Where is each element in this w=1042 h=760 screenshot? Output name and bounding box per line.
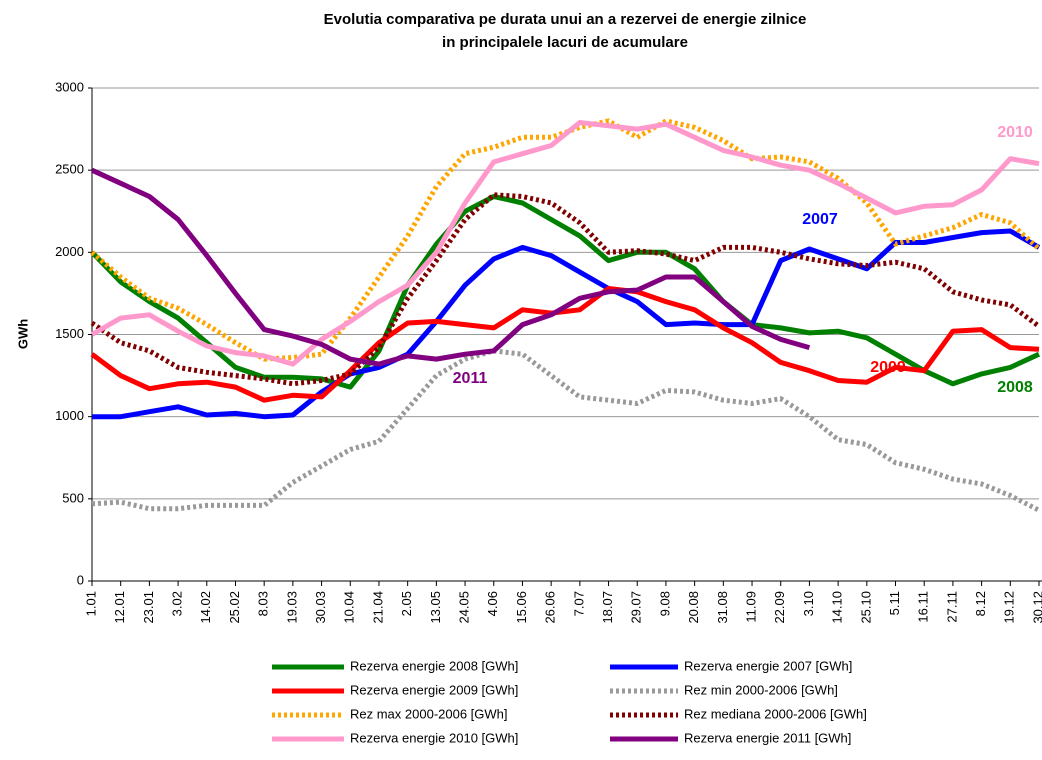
x-tick-label: 30.03 [313, 591, 328, 624]
annotation: 2011 [453, 370, 488, 387]
legend-label: Rez max 2000-2006 [GWh] [350, 706, 508, 721]
y-tick-label: 500 [62, 490, 84, 505]
x-tick-label: 23.01 [141, 591, 156, 624]
x-tick-label: 7.07 [571, 591, 586, 616]
x-tick-label: 8.12 [973, 591, 988, 616]
x-tick-label: 14.10 [830, 591, 845, 624]
series-line [90, 286, 1040, 403]
x-tick-label: 8.03 [256, 591, 271, 616]
x-tick-label: 21.04 [370, 591, 385, 624]
series-line [92, 228, 1041, 420]
y-tick-label: 2500 [55, 162, 84, 177]
x-tick-label: 18.07 [600, 591, 615, 624]
series-line [90, 167, 811, 367]
x-tick-label: 3.10 [801, 591, 816, 616]
legend-label: Rezerva energie 2010 [GWh] [350, 730, 518, 745]
annotation: 2010 [997, 124, 1033, 141]
chart-title: Evolutia comparativa pe durata unui an a… [324, 11, 807, 28]
x-tick-label: 16.11 [916, 591, 931, 623]
x-tick-label: 11.09 [743, 591, 758, 623]
x-tick-label: 25.10 [858, 591, 873, 624]
series-line [90, 192, 1041, 387]
x-tick-label: 24.05 [456, 591, 471, 624]
legend-label: Rezerva energie 2009 [GWh] [350, 682, 518, 697]
annotation: 2008 [997, 379, 1033, 396]
x-tick-label: 10.04 [342, 591, 357, 624]
x-tick-label: 1.01 [83, 591, 98, 616]
x-tick-label: 15.06 [514, 591, 529, 624]
legend-label: Rezerva energie 2007 [GWh] [684, 658, 852, 673]
y-tick-label: 1000 [55, 408, 84, 423]
y-tick-label: 3000 [55, 79, 84, 94]
x-tick-label: 27.11 [944, 591, 959, 623]
annotation: 2009 [870, 359, 906, 376]
series-line [90, 120, 1040, 367]
y-axis-label: GWh [15, 319, 30, 349]
x-tick-label: 13.05 [428, 591, 443, 624]
x-tick-label: 19.12 [1002, 591, 1017, 624]
series-line [90, 194, 1041, 390]
y-tick-label: 0 [77, 572, 84, 587]
x-tick-label: 3.02 [170, 591, 185, 616]
x-tick-label: 30.12 [1030, 591, 1042, 624]
x-tick-label: 26.06 [543, 591, 558, 624]
series-line [91, 348, 1041, 513]
x-tick-label: 20.08 [686, 591, 701, 624]
legend-label: Rez mediana 2000-2006 [GWh] [684, 706, 867, 721]
x-tick-label: 2.05 [399, 591, 414, 616]
x-tick-label: 25.02 [227, 591, 242, 624]
annotation: 2007 [802, 211, 838, 228]
x-tick-label: 31.08 [715, 591, 730, 624]
y-tick-label: 2000 [55, 244, 84, 259]
x-tick-label: 22.09 [772, 591, 787, 624]
legend-label: Rezerva energie 2008 [GWh] [350, 658, 518, 673]
chart-subtitle: in principalele lacuri de acumulare [442, 34, 688, 51]
x-tick-label: 5.11 [887, 591, 902, 615]
x-tick-label: 9.08 [657, 591, 672, 616]
x-tick-label: 29.07 [629, 591, 644, 624]
legend-label: Rez min 2000-2006 [GWh] [684, 682, 838, 697]
y-tick-label: 1500 [55, 326, 84, 341]
x-tick-label: 14.02 [198, 591, 213, 624]
x-tick-label: 4.06 [485, 591, 500, 616]
x-tick-label: 19.03 [284, 591, 299, 624]
x-tick-label: 12.01 [112, 591, 127, 624]
legend-label: Rezerva energie 2011 [GWh] [684, 730, 851, 745]
